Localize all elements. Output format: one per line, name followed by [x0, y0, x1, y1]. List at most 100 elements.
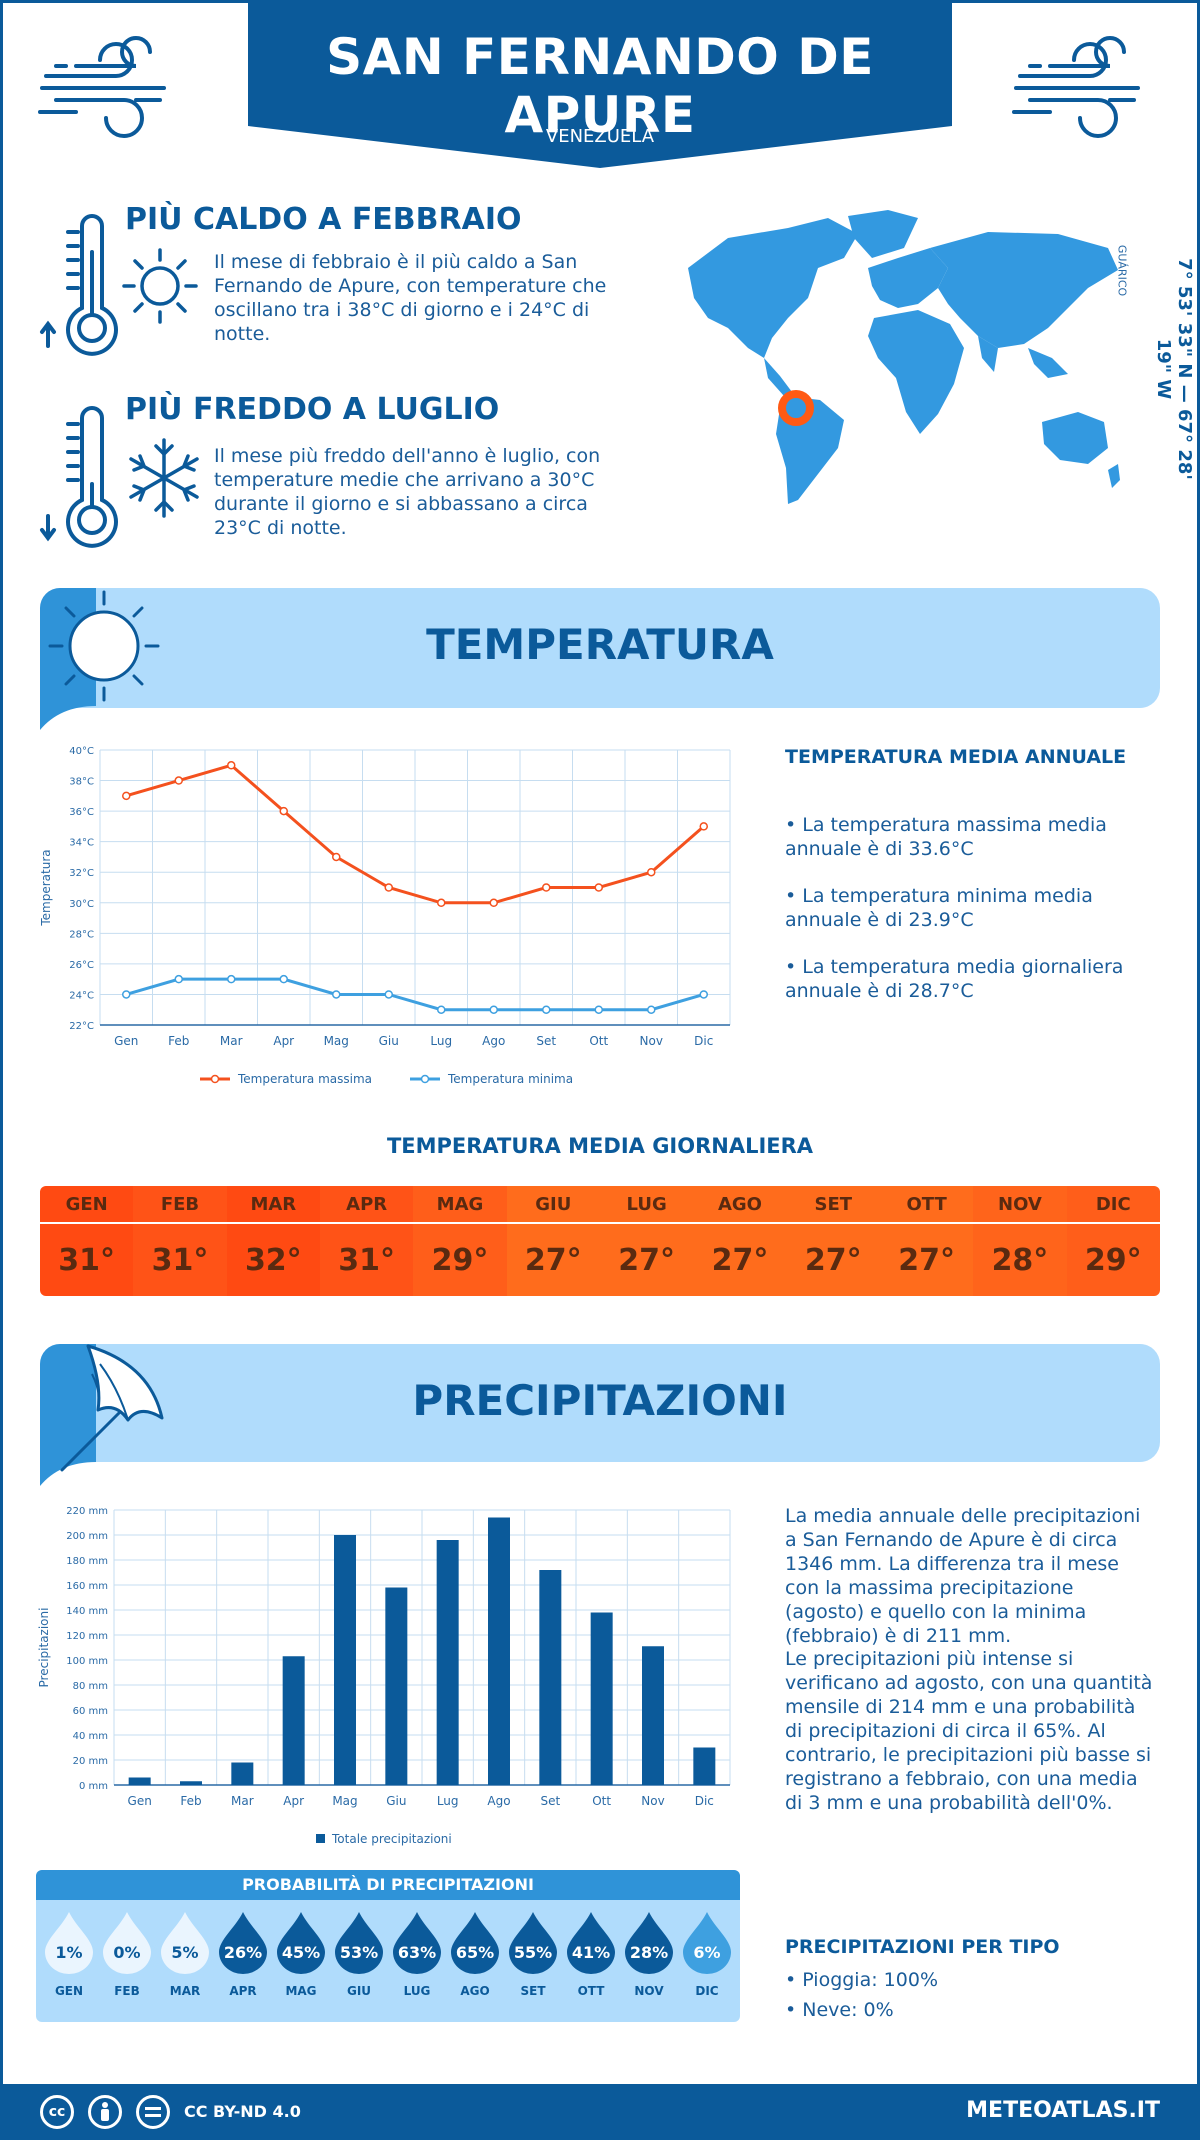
probability-drop: 41% OTT: [562, 1910, 620, 1998]
temperature-section-band: [40, 588, 1160, 708]
daily-temp-value: 27°: [524, 1242, 582, 1278]
y-tick-label: 160 mm: [66, 1581, 108, 1592]
probability-value: 5%: [171, 1942, 199, 1962]
y-tick-label: 38°C: [69, 777, 94, 788]
raindrop-icon: [161, 1912, 209, 1974]
precip-probability-box: PROBABILITÀ DI PRECIPITAZIONI 1% GEN 0% FEB…: [36, 1870, 740, 2022]
precip-text-1: La media annuale delle precipitazioni a …: [785, 1505, 1141, 1647]
daily-temp-column: MAG 29°: [413, 1186, 507, 1296]
precip-bar: [436, 1540, 459, 1785]
probability-value: 28%: [629, 1942, 669, 1962]
daily-temp-value: 29°: [1084, 1242, 1142, 1278]
y-tick-label: 120 mm: [66, 1631, 108, 1642]
y-tick-label: 140 mm: [66, 1606, 108, 1617]
cc-icon: cc: [40, 2095, 74, 2129]
x-tick-label: Giu: [379, 1034, 399, 1048]
probability-month: MAG: [285, 1984, 317, 1998]
daily-temp-value: 27°: [804, 1242, 862, 1278]
daily-temp-value: 27°: [711, 1242, 769, 1278]
precip-bar: [385, 1587, 408, 1785]
precip-type-rain: • Pioggia: 100%: [785, 1969, 938, 1991]
x-tick-label: Mar: [231, 1794, 254, 1808]
temperature-chart: 22°C 24°C 26°C 28°C 30°C 32°C 34°C 36°C 38°C 40°C…: [39, 746, 731, 1086]
brand-link[interactable]: METEOATLAS.IT: [966, 2098, 1160, 2123]
data-point: [279, 974, 288, 984]
precip-bar: [231, 1762, 254, 1785]
daily-temp-value: 31°: [151, 1242, 209, 1278]
probability-value: 55%: [513, 1942, 553, 1962]
probability-drop: 26% APR: [214, 1910, 272, 1998]
annual-temp-bullet-3: • La temperatura media giornaliera annua…: [785, 956, 1124, 1002]
region-block: GUÁRICO: [1104, 236, 1134, 316]
legend-item: Totale precipitazioni: [316, 1832, 452, 1846]
coords-block: 7° 53' 33" N — 67° 28' 19" W: [1150, 230, 1195, 490]
daily-temp-month: AGO: [693, 1186, 787, 1224]
probability-month: OTT: [577, 1984, 605, 1998]
raindrop-icon: [683, 1912, 731, 1974]
daily-temp-column: OTT 27°: [879, 1186, 974, 1296]
daily-temp-column: AGO 27°: [693, 1186, 787, 1296]
y-axis-label: Precipitazioni: [37, 1608, 51, 1688]
data-point: [279, 806, 288, 816]
probability-value: 53%: [339, 1942, 379, 1962]
precip-type-title: PRECIPITAZIONI PER TIPO: [785, 1936, 1060, 1958]
annual-temp-bullet-1: • La temperatura massima media annuale è…: [785, 814, 1107, 860]
data-point: [384, 883, 393, 892]
probability-month: GEN: [54, 1984, 84, 1998]
probability-month: APR: [229, 1984, 257, 1998]
x-tick-label: Giu: [386, 1794, 406, 1808]
probability-value: 0%: [113, 1942, 141, 1962]
sun-corner-icon: [40, 588, 160, 730]
x-tick-label: Ago: [487, 1794, 510, 1808]
data-point: [332, 852, 341, 862]
daily-temp-month: FEB: [133, 1186, 227, 1224]
raindrop-icon: [103, 1912, 151, 1974]
annual-temp-title: TEMPERATURA MEDIA ANNUALE: [785, 746, 1127, 768]
x-tick-label: Feb: [180, 1794, 201, 1808]
x-tick-label: Gen: [114, 1034, 138, 1048]
daily-temp-value: 32°: [244, 1242, 302, 1278]
daily-temp-column: GEN 31°: [40, 1186, 134, 1296]
x-tick-label: Mar: [220, 1034, 243, 1048]
data-point: [227, 974, 236, 984]
probability-drop: 0% FEB: [98, 1910, 156, 1998]
hottest-text: Il mese di febbraio è il più caldo a San…: [214, 251, 607, 345]
data-point: [699, 990, 708, 999]
daily-temp-column: LUG 27°: [599, 1186, 694, 1296]
probability-value: 63%: [397, 1942, 437, 1962]
legend-label: Temperatura minima: [447, 1072, 573, 1086]
data-point: [437, 898, 446, 908]
thermometer-hot-icon: [40, 214, 118, 356]
x-tick-label: Lug: [430, 1034, 452, 1048]
y-tick-label: 24°C: [69, 990, 94, 1001]
x-tick-label: Ago: [482, 1034, 505, 1048]
x-tick-label: Ott: [592, 1794, 611, 1808]
x-tick-label: Dic: [695, 1794, 714, 1808]
x-tick-label: Ott: [589, 1034, 608, 1048]
coords-text: 7° 53' 33" N — 67° 28' 19" W: [1153, 258, 1195, 480]
probability-drop: 1% GEN: [40, 1910, 98, 1998]
daily-temp-month: DIC: [1066, 1186, 1160, 1224]
daily-temp-month: NOV: [973, 1186, 1067, 1224]
probability-month: SET: [520, 1984, 546, 1998]
precip-bar: [334, 1535, 356, 1785]
precip-bar: [282, 1656, 305, 1785]
raindrop-icon: [393, 1912, 441, 1974]
x-tick-label: Mag: [332, 1794, 357, 1808]
probability-drop: 55% SET: [504, 1910, 562, 1998]
precip-bar: [693, 1747, 716, 1785]
x-tick-label: Nov: [640, 1034, 663, 1048]
daily-temp-value: 31°: [58, 1242, 116, 1278]
raindrop-icon: [451, 1912, 499, 1974]
y-tick-label: 22°C: [69, 1021, 94, 1032]
city-title: SAN FERNANDO DE APURE: [326, 28, 874, 144]
raindrop-icon: [335, 1912, 383, 1974]
daily-temp-month: GEN: [40, 1186, 134, 1224]
daily-temp-column: FEB 31°: [133, 1186, 227, 1296]
x-tick-label: Dic: [694, 1034, 713, 1048]
location-marker: [778, 390, 814, 426]
data-point: [437, 1005, 446, 1014]
data-point: [332, 990, 341, 999]
daily-temp-value: 27°: [618, 1242, 675, 1278]
probability-drop: 28% NOV: [620, 1910, 678, 1998]
